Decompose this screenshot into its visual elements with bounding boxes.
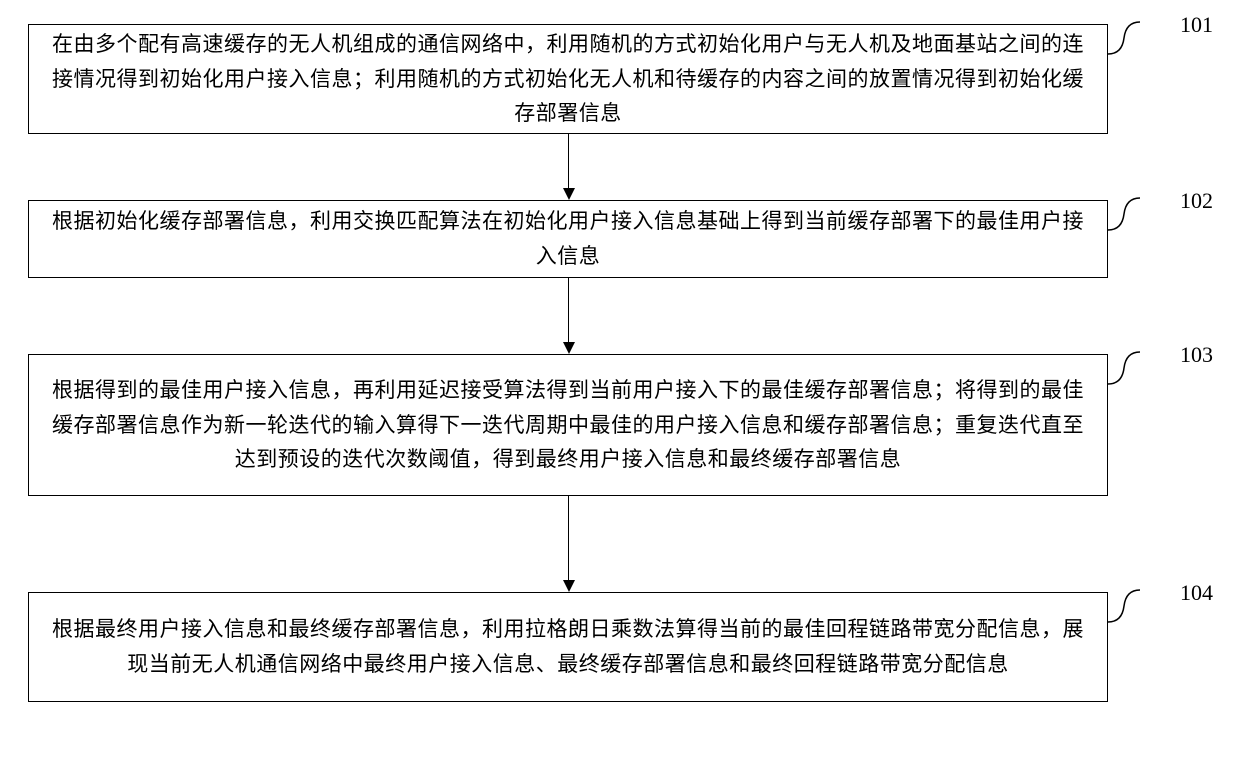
label-connector-103 xyxy=(1104,350,1144,386)
step-label-102: 102 xyxy=(1180,188,1213,214)
arrow-line-1 xyxy=(568,134,569,188)
step-text-103: 根据得到的最佳用户接入信息，再利用延迟接受算法得到当前用户接入下的最佳缓存部署信… xyxy=(43,373,1093,477)
arrow-head-1 xyxy=(563,188,575,200)
label-connector-101 xyxy=(1104,20,1144,56)
arrow-line-3 xyxy=(568,496,569,580)
arrow-head-3 xyxy=(563,580,575,592)
step-box-102: 根据初始化缓存部署信息，利用交换匹配算法在初始化用户接入信息基础上得到当前缓存部… xyxy=(28,200,1108,278)
label-connector-102 xyxy=(1104,196,1144,232)
step-label-104: 104 xyxy=(1180,580,1213,606)
label-connector-104 xyxy=(1104,588,1144,624)
step-text-102: 根据初始化缓存部署信息，利用交换匹配算法在初始化用户接入信息基础上得到当前缓存部… xyxy=(43,204,1093,273)
arrow-head-2 xyxy=(563,342,575,354)
arrow-line-2 xyxy=(568,278,569,342)
step-label-101: 101 xyxy=(1180,12,1213,38)
step-box-103: 根据得到的最佳用户接入信息，再利用延迟接受算法得到当前用户接入下的最佳缓存部署信… xyxy=(28,354,1108,496)
step-text-101: 在由多个配有高速缓存的无人机组成的通信网络中，利用随机的方式初始化用户与无人机及… xyxy=(43,27,1093,131)
step-box-104: 根据最终用户接入信息和最终缓存部署信息，利用拉格朗日乘数法算得当前的最佳回程链路… xyxy=(28,592,1108,702)
step-box-101: 在由多个配有高速缓存的无人机组成的通信网络中，利用随机的方式初始化用户与无人机及… xyxy=(28,24,1108,134)
step-label-103: 103 xyxy=(1180,342,1213,368)
step-text-104: 根据最终用户接入信息和最终缓存部署信息，利用拉格朗日乘数法算得当前的最佳回程链路… xyxy=(43,612,1093,681)
flowchart-canvas: 在由多个配有高速缓存的无人机组成的通信网络中，利用随机的方式初始化用户与无人机及… xyxy=(0,0,1239,762)
